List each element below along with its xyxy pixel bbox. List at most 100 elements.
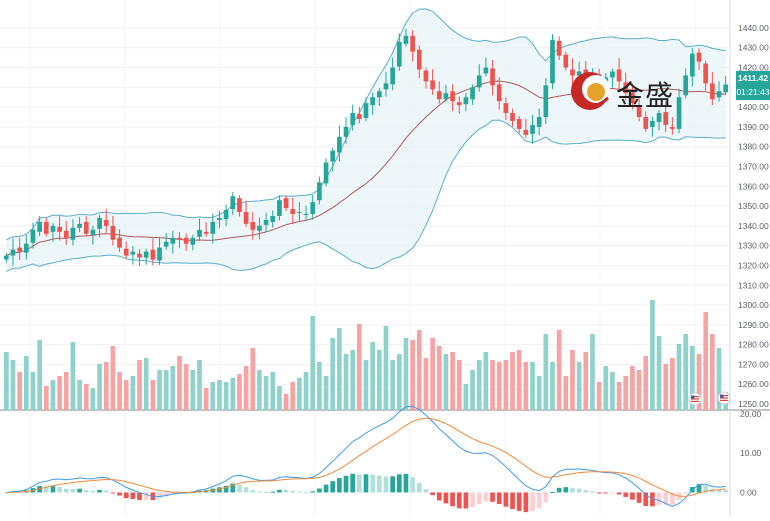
- candle-body: [536, 117, 542, 127]
- volume-bar: [563, 376, 569, 410]
- volume-bar: [536, 376, 542, 410]
- price-tick-label: 1280.00: [738, 340, 769, 350]
- flag-canton: [720, 394, 724, 398]
- macd-histogram-bar: [723, 489, 729, 493]
- macd-histogram-bar: [343, 475, 349, 493]
- candle-body: [530, 124, 535, 134]
- macd-histogram-bar: [530, 492, 535, 511]
- macd-histogram-bar: [603, 492, 609, 494]
- macd-histogram-bar: [257, 491, 262, 493]
- candle-body: [376, 91, 382, 98]
- macd-histogram-bar: [443, 492, 449, 504]
- candle-body: [263, 219, 269, 225]
- price-tick-label: 1270.00: [738, 359, 769, 369]
- candle-body: [683, 75, 689, 96]
- volume-bar: [596, 382, 602, 410]
- volume-bar: [183, 364, 189, 410]
- macd-histogram-bar: [370, 474, 375, 493]
- volume-bar: [317, 362, 322, 410]
- candle-body: [17, 247, 22, 252]
- macd-histogram-bar: [616, 492, 622, 495]
- price-axis[interactable]: 1440.001430.001420.001410.001400.001390.…: [738, 23, 769, 498]
- candle-body: [710, 83, 715, 100]
- volume-bar: [43, 386, 49, 410]
- macd-histogram-bar: [396, 474, 402, 493]
- macd-histogram-bar: [223, 485, 229, 493]
- candle-body: [543, 85, 549, 118]
- volume-bar: [556, 330, 562, 410]
- candle-body: [230, 196, 236, 210]
- event-flags[interactable]: [688, 391, 731, 406]
- candle-body: [690, 53, 695, 77]
- macd-histogram-bar: [436, 492, 442, 501]
- volume-bar: [57, 376, 62, 410]
- candle-body: [563, 54, 569, 68]
- candle-body: [723, 84, 729, 93]
- macd-histogram-bar: [490, 492, 495, 502]
- macd-histogram-bar: [383, 476, 389, 493]
- volume-bar: [716, 348, 722, 410]
- candle-body: [217, 217, 222, 220]
- macd-histogram-bar: [217, 487, 222, 493]
- candle-body: [63, 230, 69, 238]
- volume-bar: [403, 338, 409, 410]
- candle-body: [443, 93, 449, 100]
- macd-histogram-bar: [90, 490, 96, 493]
- macd-tick-label: 0.00: [740, 487, 757, 497]
- volume-bar: [503, 360, 509, 410]
- flag-canton: [691, 395, 695, 399]
- bollinger-fill: [6, 8, 726, 272]
- candle-body: [503, 103, 509, 114]
- macd-panel: [3, 405, 729, 513]
- volume-bar: [603, 366, 609, 410]
- volume-bar: [703, 312, 709, 410]
- flag-stripe: [691, 396, 699, 398]
- flag-stripe: [691, 398, 699, 400]
- volume-bar: [470, 370, 475, 410]
- macd-histogram-bar: [376, 475, 382, 493]
- price-tick-label: 1440.00: [738, 23, 769, 33]
- macd-histogram-bar: [297, 491, 302, 493]
- price-tick-label: 1370.00: [738, 162, 769, 172]
- candle-body: [10, 249, 16, 256]
- volume-bar: [370, 342, 375, 410]
- flag-stripe: [720, 397, 728, 399]
- macd-histogram-bar: [456, 492, 462, 509]
- macd-histogram-bar: [610, 492, 615, 494]
- volume-bar: [436, 346, 442, 410]
- macd-histogram-bar: [157, 492, 162, 499]
- macd-histogram-bar: [650, 492, 655, 507]
- macd-histogram-bar: [317, 488, 322, 493]
- volume-bar: [423, 358, 429, 410]
- volume-bar: [490, 360, 495, 410]
- volume-bar: [30, 372, 36, 410]
- volume-bar: [277, 386, 282, 410]
- volume-bar: [696, 354, 702, 410]
- volume-bar: [670, 358, 675, 410]
- candle-body: [576, 71, 582, 76]
- macd-histogram-bar: [117, 492, 122, 496]
- volume-bar: [690, 346, 695, 410]
- candle-body: [143, 251, 149, 258]
- price-tick-label: 1420.00: [738, 63, 769, 73]
- macd-histogram-bar: [483, 492, 489, 502]
- candle-body: [703, 63, 709, 84]
- candle-body: [636, 105, 642, 118]
- candle-body: [370, 97, 375, 106]
- candle-body: [470, 87, 475, 100]
- macd-histogram-bar: [630, 492, 635, 500]
- volume-bar: [210, 382, 216, 410]
- volume-bar: [330, 338, 336, 410]
- macd-histogram-bar: [643, 492, 649, 506]
- candle-body: [610, 71, 615, 78]
- volume-bar: [83, 384, 89, 410]
- volume-bar: [576, 362, 582, 410]
- candle-body: [496, 84, 502, 102]
- macd-histogram-bar: [243, 487, 249, 493]
- price-tick-label: 1330.00: [738, 241, 769, 251]
- candle-body: [670, 126, 675, 129]
- macd-histogram-bar: [337, 478, 342, 493]
- macd-histogram-bar: [123, 492, 129, 499]
